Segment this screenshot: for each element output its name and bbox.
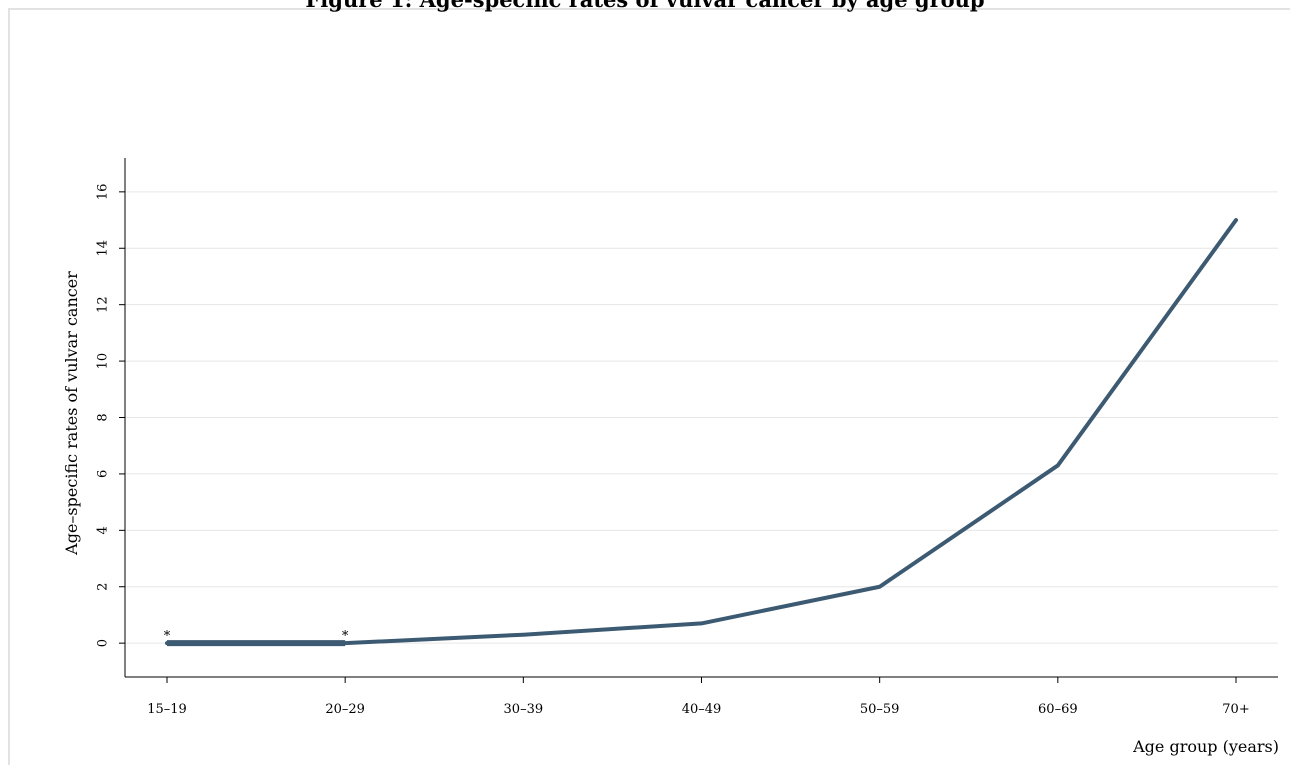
- x-tick-label: 70+: [1222, 702, 1249, 717]
- x-tick-label: 15–19: [147, 702, 187, 717]
- y-tick-label: 0: [96, 639, 111, 647]
- y-tick-label: 2: [96, 583, 111, 591]
- gridlines: [125, 191, 1278, 644]
- x-ticks: 15–19 20–29 30–39 40–49 50–59 60–69 70+: [147, 677, 1250, 717]
- x-tick-label: 60–69: [1038, 702, 1078, 717]
- y-tick-label: 12: [96, 296, 111, 313]
- annotation-asterisk: *: [164, 629, 171, 644]
- series-line: [165, 218, 1238, 646]
- y-ticks: 0 2 4 6 8 10 12 14 16: [96, 184, 125, 647]
- y-tick-label: 4: [96, 526, 111, 534]
- y-tick-label: 10: [96, 353, 111, 370]
- y-tick-label: 14: [96, 240, 111, 257]
- x-tick-label: 50–59: [860, 702, 900, 717]
- chart-frame: [8, 8, 1290, 765]
- annotations: * *: [164, 629, 349, 644]
- x-tick-label: 30–39: [504, 702, 544, 717]
- x-tick-label: 20–29: [325, 702, 365, 717]
- y-axis-title: Age–specific rates of vulvar cancer: [62, 271, 81, 556]
- y-tick-label: 6: [96, 470, 111, 478]
- x-tick-label: 40–49: [682, 702, 722, 717]
- x-axis-title: Age group (years): [1132, 737, 1279, 756]
- annotation-asterisk: *: [342, 629, 349, 644]
- y-tick-label: 16: [96, 184, 111, 201]
- series: [165, 218, 1238, 647]
- y-tick-label: 8: [96, 413, 111, 421]
- chart-title: Figure 1: Age-specific rates of vulvar c…: [0, 0, 1290, 12]
